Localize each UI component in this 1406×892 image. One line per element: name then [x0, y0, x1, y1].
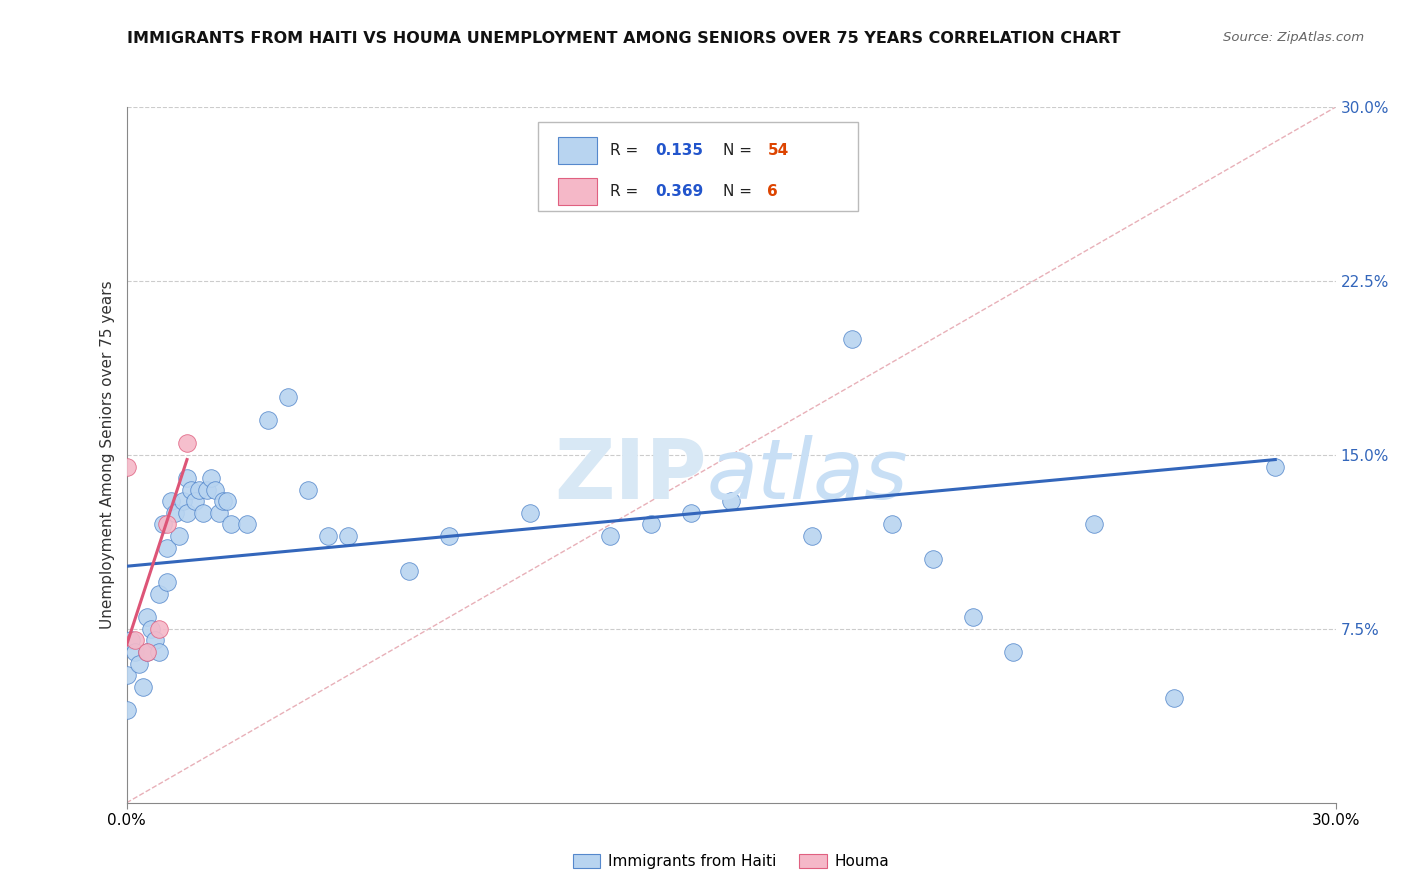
Point: [156, 541, 179, 555]
Text: IMMIGRANTS FROM HAITI VS HOUMA UNEMPLOYMENT AMONG SENIORS OVER 75 YEARS CORRELAT: IMMIGRANTS FROM HAITI VS HOUMA UNEMPLOYM…: [127, 31, 1121, 46]
Point: [115, 459, 138, 474]
Point: [160, 494, 183, 508]
Y-axis label: Unemployment Among Seniors over 75 years: Unemployment Among Seniors over 75 years: [100, 281, 115, 629]
Text: 6: 6: [768, 184, 778, 199]
Point: [176, 506, 198, 520]
Point: [398, 564, 420, 578]
Point: [437, 529, 460, 543]
FancyBboxPatch shape: [537, 122, 858, 211]
Point: [720, 494, 742, 508]
Text: Source: ZipAtlas.com: Source: ZipAtlas.com: [1223, 31, 1364, 45]
Point: [167, 529, 190, 543]
Point: [115, 703, 138, 717]
Point: [195, 483, 218, 497]
Point: [1264, 459, 1286, 474]
Point: [519, 506, 541, 520]
Point: [148, 622, 170, 636]
Point: [128, 657, 150, 671]
Point: [882, 517, 904, 532]
Point: [139, 622, 162, 636]
Text: 0.369: 0.369: [655, 184, 703, 199]
Point: [599, 529, 621, 543]
FancyBboxPatch shape: [558, 136, 598, 164]
Point: [1163, 691, 1185, 706]
Point: [163, 506, 186, 520]
Point: [1083, 517, 1105, 532]
Point: [135, 645, 157, 659]
Point: [256, 413, 278, 427]
Point: [124, 633, 146, 648]
Point: [204, 483, 226, 497]
Point: [143, 633, 166, 648]
Point: [221, 517, 243, 532]
Point: [156, 517, 179, 532]
Point: [1002, 645, 1025, 659]
Point: [212, 494, 235, 508]
Point: [135, 645, 157, 659]
Text: R =: R =: [610, 184, 644, 199]
Point: [188, 483, 211, 497]
Point: [156, 575, 179, 590]
Point: [679, 506, 702, 520]
Point: [191, 506, 214, 520]
Point: [277, 390, 299, 404]
Text: 0.135: 0.135: [655, 143, 703, 158]
Point: [921, 552, 943, 566]
Point: [124, 645, 146, 659]
Text: atlas: atlas: [707, 435, 908, 516]
Point: [148, 587, 170, 601]
Text: N =: N =: [723, 184, 756, 199]
FancyBboxPatch shape: [558, 178, 598, 205]
Point: [131, 680, 153, 694]
Point: [337, 529, 360, 543]
Text: N =: N =: [723, 143, 756, 158]
Legend: Immigrants from Haiti, Houma: Immigrants from Haiti, Houma: [567, 848, 896, 875]
Text: 54: 54: [768, 143, 789, 158]
Text: ZIP: ZIP: [554, 435, 707, 516]
Point: [316, 529, 339, 543]
Point: [120, 633, 142, 648]
Point: [200, 471, 222, 485]
Point: [176, 471, 198, 485]
Point: [962, 610, 984, 624]
Point: [172, 494, 194, 508]
Point: [800, 529, 823, 543]
Point: [176, 436, 198, 450]
Point: [148, 645, 170, 659]
Point: [640, 517, 662, 532]
Point: [297, 483, 319, 497]
Point: [184, 494, 207, 508]
Point: [217, 494, 239, 508]
Point: [115, 668, 138, 682]
Text: R =: R =: [610, 143, 644, 158]
Point: [180, 483, 202, 497]
Point: [841, 332, 863, 346]
Point: [135, 610, 157, 624]
Point: [208, 506, 231, 520]
Point: [152, 517, 174, 532]
Point: [236, 517, 259, 532]
